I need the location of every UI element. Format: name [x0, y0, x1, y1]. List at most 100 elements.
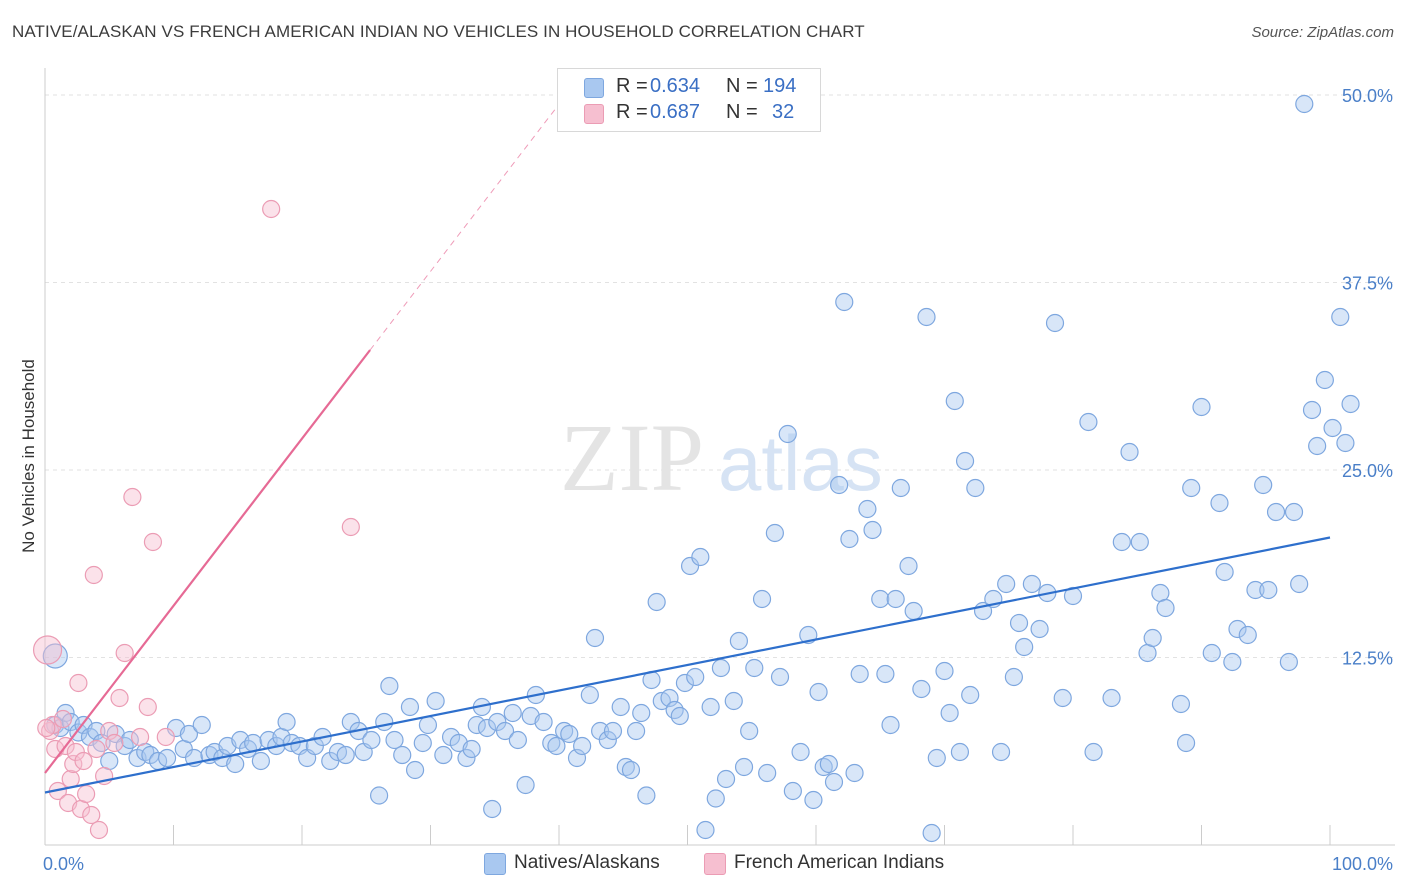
data-point	[503, 703, 522, 723]
data-point	[53, 709, 73, 729]
trend-line-extension	[369, 95, 566, 351]
n-value: 32	[772, 101, 795, 123]
trend-line	[44, 536, 1331, 794]
data-point	[770, 667, 790, 687]
data-point	[1266, 502, 1286, 522]
legend-stats: R = 0.634 N = 194 R = 0.687 N = 32	[557, 68, 821, 132]
data-point	[632, 703, 651, 723]
chart-title: NATIVE/ALASKAN VS FRENCH AMERICAN INDIAN…	[12, 22, 865, 41]
watermark: ZIP atlas	[560, 404, 883, 511]
data-point	[886, 589, 905, 609]
y-tick-label: 12.5%	[1342, 649, 1393, 669]
n-label: N =	[726, 101, 758, 123]
data-point	[1022, 574, 1041, 594]
data-point	[819, 754, 838, 774]
data-point	[380, 676, 399, 696]
data-point	[370, 786, 389, 805]
data-point	[1015, 637, 1034, 657]
data-point	[1284, 502, 1304, 522]
data-point	[840, 529, 859, 549]
data-point	[434, 745, 453, 765]
data-point	[157, 748, 177, 768]
data-point	[123, 487, 142, 507]
data-point	[1259, 580, 1278, 600]
tick-labels: 12.5% 25.0% 37.5% 50.0% 0.0% 100.0%	[43, 86, 1393, 874]
data-point	[830, 475, 849, 495]
axes	[44, 68, 1395, 846]
data-point	[262, 199, 281, 219]
data-point	[477, 718, 497, 738]
legend-stats-row-french: R = 0.687 N = 32	[558, 101, 820, 127]
data-point	[1176, 733, 1196, 753]
data-point	[560, 724, 579, 744]
n-value: 194	[763, 75, 797, 97]
n-label: N =	[726, 75, 758, 97]
data-point	[876, 664, 895, 684]
y-tick-label: 50.0%	[1342, 86, 1393, 106]
data-point	[752, 589, 772, 609]
data-point	[542, 733, 561, 753]
data-point	[729, 631, 749, 651]
data-point	[935, 661, 954, 681]
data-point	[850, 664, 869, 684]
data-point	[1102, 688, 1121, 708]
data-point	[69, 673, 88, 693]
y-tick-label: 25.0%	[1342, 461, 1393, 481]
data-point	[138, 697, 157, 717]
data-point	[585, 628, 605, 648]
data-point	[701, 697, 720, 717]
watermark-atlas: atlas	[718, 419, 883, 507]
data-point	[1030, 619, 1049, 639]
data-point	[1279, 652, 1298, 672]
data-point	[1112, 532, 1131, 552]
data-point	[1302, 400, 1322, 420]
series-french-points	[32, 199, 360, 840]
data-point	[400, 697, 420, 717]
data-point	[1295, 94, 1314, 114]
data-point	[226, 754, 245, 774]
data-point	[82, 805, 101, 825]
data-point	[462, 739, 481, 759]
data-point	[1215, 562, 1234, 582]
legend-swatch-natives	[584, 78, 604, 98]
data-point	[1120, 442, 1139, 462]
data-point	[680, 556, 700, 576]
r-label: R =	[616, 101, 648, 123]
data-point	[100, 721, 119, 741]
data-point	[1210, 493, 1229, 513]
data-point	[567, 748, 587, 768]
data-point	[724, 691, 743, 711]
data-point	[143, 532, 163, 552]
data-point	[87, 739, 106, 759]
data-point	[899, 556, 918, 576]
trend-line	[44, 349, 371, 774]
data-point	[555, 721, 574, 741]
data-point	[1315, 370, 1334, 390]
data-point	[922, 823, 941, 843]
data-point	[845, 763, 864, 783]
legend-swatch-natives	[484, 853, 506, 875]
data-point	[835, 292, 854, 312]
data-point	[871, 589, 890, 609]
data-point	[1202, 643, 1221, 663]
trend-lines	[44, 95, 1331, 794]
data-point	[917, 307, 936, 327]
data-point	[115, 643, 134, 663]
data-point	[277, 712, 296, 732]
r-value: 0.687	[650, 101, 701, 123]
data-point	[156, 727, 175, 747]
data-point	[665, 700, 684, 720]
data-point	[809, 682, 828, 702]
series-natives-points	[42, 94, 1360, 843]
data-point	[647, 592, 666, 612]
data-point	[1079, 412, 1098, 432]
data-point	[77, 784, 96, 804]
data-point	[1130, 532, 1149, 552]
data-point	[660, 688, 679, 708]
data-point	[573, 736, 592, 756]
data-point	[912, 679, 931, 699]
data-point	[61, 769, 80, 789]
x-tick-label: 0.0%	[43, 854, 84, 874]
data-point	[1009, 613, 1029, 633]
data-point	[758, 763, 777, 783]
